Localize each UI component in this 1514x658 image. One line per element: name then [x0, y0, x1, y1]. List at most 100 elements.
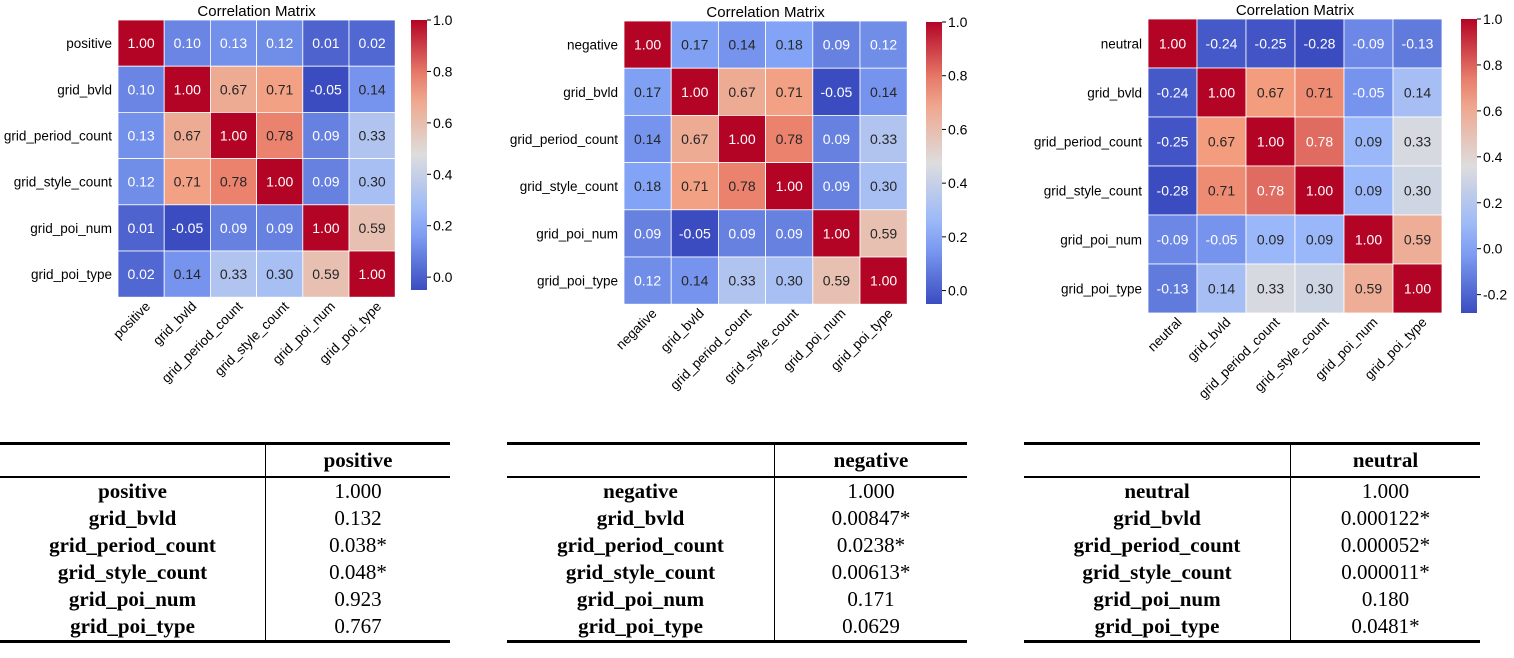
heatmap-cell: [1147, 165, 1198, 216]
row-value: 0.171: [847, 587, 895, 611]
heatmap-cell: [1294, 116, 1345, 167]
heatmap-cell: [209, 19, 257, 67]
table-header: negative: [774, 442, 967, 478]
cell-value-label: 0.02: [358, 35, 385, 51]
row-value: 0.000122*: [1340, 506, 1431, 530]
y-tick-label: grid_poi_type: [31, 267, 112, 282]
cell-value-label: 1.00: [823, 225, 850, 241]
table-row: grid_period_count 0.038*: [0, 532, 450, 559]
heatmap-cell: [256, 204, 304, 252]
cell-value-label: -0.05: [679, 225, 711, 241]
cell-value-label: 1.00: [1404, 281, 1431, 297]
row-label: grid_poi_type: [1024, 613, 1291, 643]
row-value: 0.0481*: [1290, 613, 1480, 643]
row-label: grid_style_count: [0, 559, 266, 586]
cell-value-label: 0.71: [174, 174, 201, 190]
table-header-row: neutral: [1024, 442, 1480, 478]
cell-value-label: 0.59: [358, 220, 385, 236]
row-label: grid_style_count: [1024, 559, 1291, 586]
heatmap-cell: [302, 250, 350, 298]
row-label: grid_poi_num: [0, 586, 266, 613]
heatmap-cell: [623, 115, 672, 164]
cell-value-label: 0.59: [870, 225, 897, 241]
row-value: 0.0629: [774, 613, 967, 643]
x-tick-label: grid_period_count: [1196, 314, 1283, 401]
heatmap-cell: [717, 20, 766, 69]
y-tick-label: grid_poi_type: [1061, 282, 1142, 297]
cell-value-label: 1.00: [728, 131, 755, 147]
y-tick-label: grid_poi_num: [536, 226, 618, 241]
cell-value-label: 0.71: [776, 84, 803, 100]
significance-table-negative: negative negative 1.000 grid_bvld 0.00847* g…: [507, 442, 967, 643]
table-header: neutral: [1290, 442, 1480, 478]
table-header: positive: [265, 442, 450, 478]
cell-value-label: -0.05: [1353, 85, 1385, 101]
row-label: neutral: [1024, 477, 1291, 505]
chart-title: Correlation Matrix: [1236, 2, 1355, 19]
heatmap-cell: [256, 158, 304, 206]
table-row: grid_bvld 0.000122*: [1024, 505, 1480, 532]
colorbar-tick-label: 0.4: [433, 166, 453, 182]
cell-value-label: 0.09: [634, 225, 661, 241]
colorbar-tick-label: 1.0: [433, 12, 453, 28]
heatmap-cell: [812, 20, 861, 69]
table-row: grid_style_count 0.000011*: [1024, 559, 1480, 586]
colorbar: [926, 22, 942, 304]
heatmap-cell: [256, 112, 304, 160]
cell-value-label: 0.12: [870, 37, 897, 53]
cell-value-label: 1.00: [1208, 85, 1235, 101]
heatmap-cell: [256, 65, 304, 113]
cell-value-label: -0.28: [1304, 36, 1336, 52]
heatmap-cell: [1343, 214, 1394, 265]
row-value: 0.0238*: [836, 533, 906, 557]
cell-value-label: 0.09: [220, 220, 247, 236]
cell-value-label: 1.00: [1257, 134, 1284, 150]
table-row: grid_bvld 0.00847*: [507, 505, 967, 532]
cell-value-label: 0.14: [728, 37, 755, 53]
heatmap-cell: [1392, 67, 1443, 118]
row-label: positive: [0, 477, 266, 505]
heatmap-cell: [1392, 165, 1443, 216]
cell-value-label: 0.12: [127, 174, 154, 190]
cell-value-label: 0.18: [776, 37, 803, 53]
row-label: grid_bvld: [507, 505, 775, 532]
cell-value-label: -0.05: [310, 81, 342, 97]
row-value: 0.00613*: [831, 560, 911, 584]
colorbar-tick-label: 0.2: [1483, 195, 1503, 211]
cell-value-label: 0.67: [728, 84, 755, 100]
table-row: grid_poi_type 0.0629: [507, 613, 967, 643]
cell-value-label: 1.00: [266, 174, 293, 190]
cell-value-label: 1.00: [127, 35, 154, 51]
heatmap-cell: [1245, 165, 1296, 216]
heatmap-cell: [765, 115, 814, 164]
y-tick-label: grid_style_count: [1044, 184, 1143, 199]
heatmap-cell: [1392, 214, 1443, 265]
heatmap-cell: [1147, 18, 1198, 69]
heatmap-cell: [812, 256, 861, 305]
y-tick-label: grid_period_count: [510, 132, 618, 147]
y-tick-label: grid_poi_num: [30, 221, 112, 236]
heatmap-cell: [859, 256, 908, 305]
heatmap-cell: [209, 204, 257, 252]
cell-value-label: 0.14: [681, 273, 708, 289]
cell-value-label: 0.67: [681, 131, 708, 147]
cell-value-label: 1.00: [634, 37, 661, 53]
table-row: grid_style_count 0.048*: [0, 559, 450, 586]
row-value: 0.00847*: [831, 506, 911, 530]
cell-value-label: 1.00: [220, 128, 247, 144]
colorbar-tick-label: 0.6: [948, 121, 968, 137]
cell-value-label: 0.13: [127, 128, 154, 144]
heatmap-cell: [670, 209, 719, 258]
cell-value-label: -0.24: [1157, 85, 1189, 101]
heatmap-cell: [163, 112, 211, 160]
table-row: positive 1.000: [0, 477, 450, 505]
heatmap-cell: [1294, 67, 1345, 118]
heatmap-cell: [1147, 263, 1198, 314]
cell-value-label: 1.00: [174, 81, 201, 97]
colorbar-tick-label: 0.4: [1483, 149, 1503, 165]
cell-value-label: 1.00: [358, 266, 385, 282]
colorbar-tick-label: 0.8: [1483, 57, 1503, 73]
cell-value-label: 0.09: [312, 174, 339, 190]
cell-value-label: 0.18: [634, 178, 661, 194]
row-label: grid_bvld: [0, 505, 266, 532]
